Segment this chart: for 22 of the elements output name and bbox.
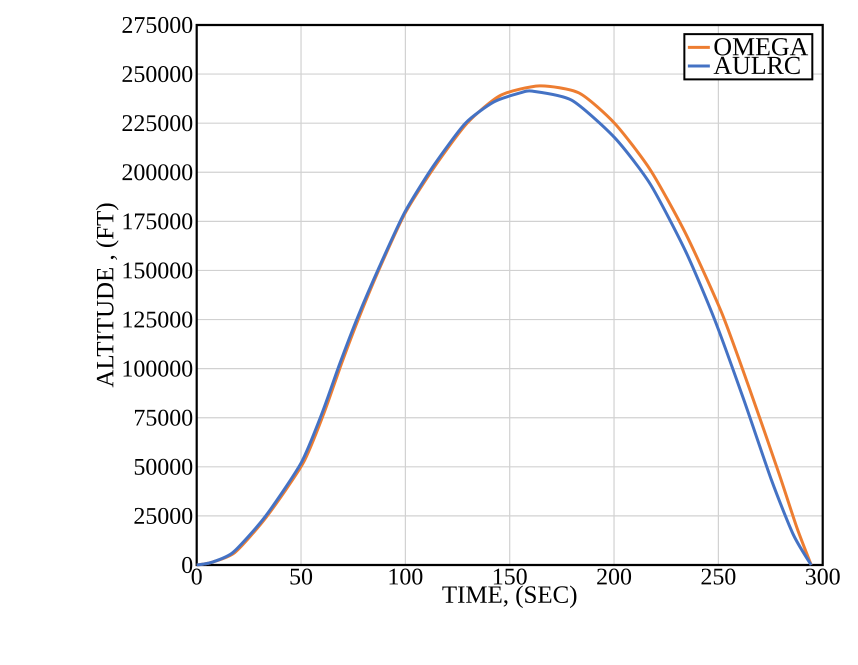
y-axis-title: ALTITUDE , (FT) bbox=[96, 204, 119, 388]
x-tick-label: 200 bbox=[597, 568, 632, 585]
y-tick-label: 250000 bbox=[122, 66, 192, 82]
y-tick-label: 100000 bbox=[124, 360, 192, 377]
y-tick-label: 150000 bbox=[124, 262, 192, 279]
legend-label: OMEGA bbox=[714, 38, 808, 56]
y-tick-label: 75000 bbox=[134, 410, 192, 426]
x-axis-title: TIME, (SEC) bbox=[442, 585, 576, 608]
x-tick-label: 50 bbox=[290, 568, 312, 585]
y-tick-label: 275000 bbox=[122, 16, 192, 34]
y-tick-label: 0 bbox=[182, 556, 192, 574]
y-tick-label: 200000 bbox=[122, 164, 192, 180]
x-tick-label: 150 bbox=[494, 568, 527, 585]
y-tick-label: 175000 bbox=[124, 213, 192, 230]
y-tick-label: 25000 bbox=[134, 508, 192, 524]
legend-label: AULRC bbox=[714, 56, 800, 74]
x-tick-label: 250 bbox=[701, 568, 736, 585]
x-tick-label: 300 bbox=[806, 568, 840, 585]
y-tick-label: 50000 bbox=[134, 458, 192, 475]
y-tick-label: 125000 bbox=[124, 311, 192, 328]
y-tick-label: 225000 bbox=[122, 115, 192, 132]
x-tick-label: 100 bbox=[390, 568, 422, 585]
